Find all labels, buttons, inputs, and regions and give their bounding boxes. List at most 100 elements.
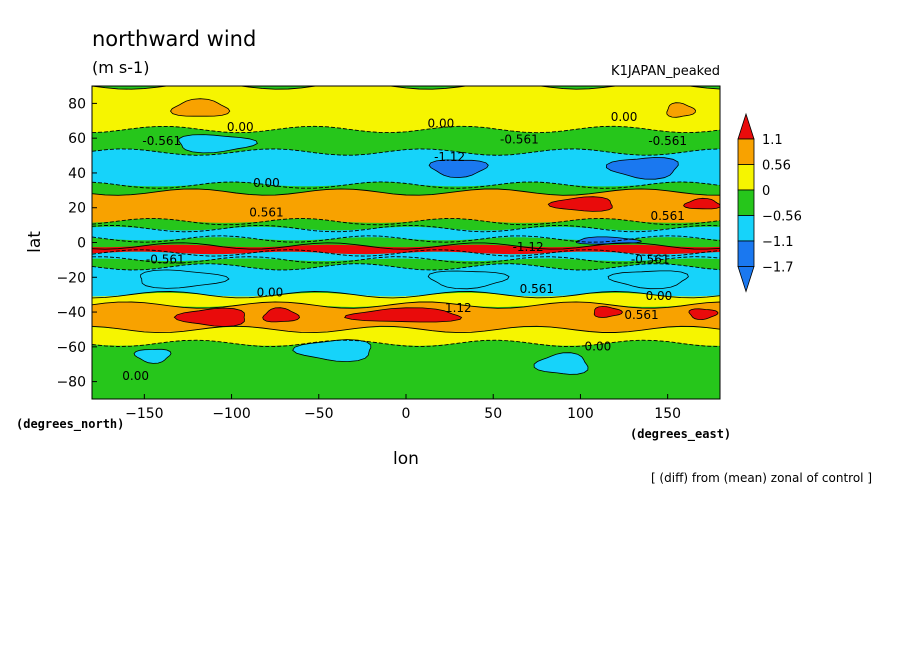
y-tick-label: 0 xyxy=(77,236,86,252)
y-tick-label: 40 xyxy=(68,166,86,182)
x-tick-label: 50 xyxy=(484,406,502,422)
y-tick-label: −40 xyxy=(56,305,86,321)
contour-line-7 xyxy=(92,235,720,243)
x-tick-label: 0 xyxy=(402,406,411,422)
colorbar-label: 0.56 xyxy=(762,159,791,174)
contour-label: 0.00 xyxy=(611,110,638,124)
feature-10 xyxy=(607,270,689,290)
contour-line-4 xyxy=(92,188,720,196)
feature-16 xyxy=(133,348,172,364)
contour-label: -0.561 xyxy=(146,252,185,266)
colorbar-swatch xyxy=(737,215,755,242)
contour-label: 0.00 xyxy=(227,120,254,134)
feature-18 xyxy=(533,352,589,375)
band-15 xyxy=(92,340,720,399)
contour-label: 0.00 xyxy=(428,117,455,131)
contour-label: 0.00 xyxy=(122,369,149,383)
band-3 xyxy=(92,183,720,194)
y-tick-label: −20 xyxy=(56,270,86,286)
feature-5 xyxy=(547,196,613,212)
colorbar-swatch xyxy=(737,189,755,216)
band-2 xyxy=(92,148,720,189)
y-axis: −80 −60 −40 −20 0 20 40 60 80 xyxy=(56,96,97,391)
x-tick-label: −150 xyxy=(125,406,163,422)
feature-17 xyxy=(292,339,372,363)
contour-label: 0.561 xyxy=(520,282,554,296)
band-9 xyxy=(92,251,720,262)
y-axis-label: lat xyxy=(25,231,45,253)
contour-label: 1.12 xyxy=(445,301,472,315)
contour-label: 0.00 xyxy=(257,285,284,299)
footnote: [ (diff) from (mean) zonal of control ] xyxy=(651,471,872,485)
contour-line-8 xyxy=(92,242,720,250)
x-tick-label: 100 xyxy=(567,406,594,422)
contour-line-15 xyxy=(92,339,720,348)
band-10 xyxy=(92,258,720,269)
colorbar-swatch xyxy=(737,138,755,165)
contour-label: -0.561 xyxy=(631,252,670,266)
feature-9 xyxy=(427,270,510,290)
band-7 xyxy=(92,237,720,248)
x-unit-label: (degrees_east) xyxy=(630,427,731,442)
chart-title: northward wind xyxy=(92,27,256,51)
contour-label: -1.12 xyxy=(434,150,465,164)
contour-line-1 xyxy=(92,125,720,134)
contour-line-14 xyxy=(92,325,720,334)
feature-1 xyxy=(666,102,696,118)
x-axis: −150 −100 −50 0 50 100 150 xyxy=(125,394,681,422)
feature-2 xyxy=(178,134,258,154)
contour-label: 0.561 xyxy=(624,308,658,322)
colorbar-min-triangle xyxy=(737,266,755,293)
plot-area: 0.00 0.00 0.00 -0.561 -0.561 -0.561 -1.12 0.00 0… xyxy=(92,86,720,399)
experiment-label: K1JAPAN_peaked xyxy=(611,64,720,79)
contour-line-3 xyxy=(92,181,720,189)
contour-label: 0.00 xyxy=(253,176,280,190)
contour-line-10 xyxy=(92,256,720,264)
feature-6 xyxy=(683,197,720,210)
feature-13 xyxy=(262,307,300,323)
colorbar-swatch xyxy=(737,240,755,267)
band-1 xyxy=(92,126,720,156)
feature-layer xyxy=(133,98,720,375)
feature-3 xyxy=(428,159,489,179)
feature-0 xyxy=(169,98,231,117)
contour-label: 0.561 xyxy=(650,209,684,223)
chart-units: (m s-1) xyxy=(92,58,149,77)
contour-line-11 xyxy=(92,263,720,271)
colorbar-swatch xyxy=(737,164,755,191)
contour-label: -0.561 xyxy=(500,132,539,146)
contour-line-2 xyxy=(92,148,720,156)
y-unit-label: (degrees_north) xyxy=(16,417,124,432)
contour-label: -0.561 xyxy=(142,134,181,148)
y-tick-label: −80 xyxy=(56,375,86,391)
contour-label: 0.00 xyxy=(585,339,612,353)
colorbar-label: −1.1 xyxy=(762,235,794,250)
feature-12 xyxy=(344,307,463,323)
contour-line-13 xyxy=(92,301,720,309)
contour-line-0 xyxy=(92,86,720,90)
colorbar-label: 0 xyxy=(762,184,770,199)
feature-8 xyxy=(140,269,230,289)
colorbar-label: −1.7 xyxy=(762,261,794,276)
contour-line-9 xyxy=(92,249,720,257)
x-tick-label: −100 xyxy=(212,406,250,422)
band-14 xyxy=(92,326,720,346)
colorbar-label: −0.56 xyxy=(762,210,802,225)
feature-4 xyxy=(605,157,679,180)
y-tick-label: 80 xyxy=(68,96,86,112)
y-tick-label: 20 xyxy=(68,201,86,217)
feature-15 xyxy=(688,308,719,321)
x-tick-label: 150 xyxy=(654,406,681,422)
contour-line-5 xyxy=(92,217,720,226)
contour-line-12 xyxy=(92,291,720,299)
band-0 xyxy=(92,86,720,133)
band-6 xyxy=(92,226,720,241)
contour-label: -1.12 xyxy=(513,240,544,254)
contour-line-6 xyxy=(92,224,720,233)
x-axis-label: lon xyxy=(393,449,419,469)
colorbar: 1.1 0.56 0 −0.56 −1.1 −1.7 xyxy=(737,112,802,293)
feature-14 xyxy=(593,306,623,318)
feature-7 xyxy=(575,236,642,245)
colorbar-max-triangle xyxy=(737,112,755,140)
